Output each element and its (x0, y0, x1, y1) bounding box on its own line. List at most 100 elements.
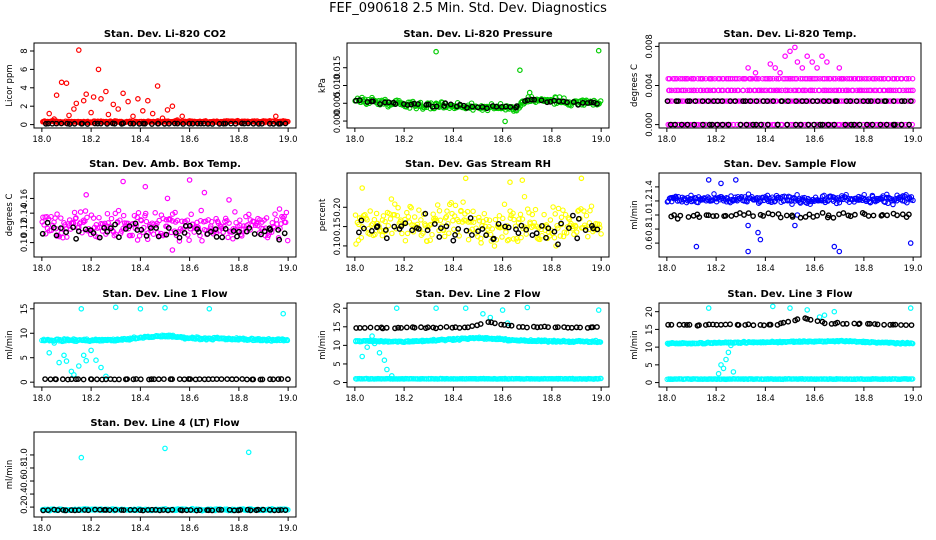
data-point (507, 179, 513, 186)
data-point (206, 305, 213, 312)
data-point (585, 233, 591, 240)
data-point (684, 121, 691, 128)
data-point (836, 65, 843, 71)
x-tick-label: 18.4 (756, 264, 775, 274)
y-tick-label: 0.16 (20, 189, 30, 208)
data-point (518, 222, 525, 229)
data-point (803, 98, 810, 105)
data-point (465, 236, 472, 243)
data-point (275, 507, 282, 514)
data-point (95, 66, 102, 73)
data-point (887, 321, 894, 328)
data-point (352, 212, 359, 218)
data-point (502, 118, 508, 125)
data-point (903, 75, 910, 82)
data-point (806, 98, 813, 104)
data-point (402, 237, 409, 244)
data-point (152, 210, 158, 216)
data-point (118, 228, 125, 234)
data-point (530, 223, 537, 229)
data-point (443, 323, 450, 330)
plot-area (352, 175, 604, 249)
data-point (377, 101, 383, 107)
data-point (715, 370, 722, 377)
data-point (573, 324, 580, 331)
data-point (433, 103, 440, 110)
data-point (505, 322, 512, 329)
data-point (236, 228, 242, 235)
data-point (842, 194, 849, 201)
data-point (261, 228, 268, 235)
data-point (197, 218, 204, 224)
data-point (908, 87, 914, 94)
data-point (132, 220, 139, 227)
data-point (120, 212, 127, 219)
data-point (670, 75, 676, 82)
data-point (462, 175, 469, 182)
data-point (814, 212, 820, 219)
data-point (251, 231, 258, 237)
data-point (104, 210, 111, 217)
chart-title: Stan. Dev. Li-820 Temp. (723, 29, 856, 40)
y-axis-label: degrees C (5, 194, 15, 237)
data-point (874, 321, 881, 328)
data-point (700, 121, 706, 128)
data-point (267, 226, 274, 233)
y-axis-label: degrees C (630, 64, 640, 107)
data-point (379, 232, 386, 239)
y-tick-label: 0 (20, 379, 30, 384)
y-tick-label: 0 (333, 380, 343, 385)
data-point (160, 376, 167, 382)
data-point (108, 225, 114, 232)
data-point (272, 211, 278, 217)
x-tick-label: 18.4 (444, 264, 463, 274)
data-point (367, 208, 373, 214)
data-point (155, 120, 162, 127)
data-point (53, 376, 59, 383)
data-point (169, 506, 176, 513)
data-point (718, 321, 724, 328)
data-point (705, 87, 711, 94)
data-point (425, 101, 432, 108)
data-point (374, 223, 381, 230)
y-axis-label: Licor ppm (5, 64, 15, 106)
data-point (424, 238, 430, 245)
data-point (725, 98, 731, 104)
data-point (545, 225, 552, 232)
data-point (451, 213, 458, 219)
data-point (371, 340, 378, 347)
data-point (814, 98, 821, 105)
data-point (433, 305, 439, 312)
data-point (891, 75, 898, 82)
x-tick-label: 18.8 (854, 135, 873, 145)
data-point (847, 98, 854, 105)
x-tick-label: 19.0 (279, 524, 298, 534)
data-point (809, 98, 816, 105)
data-point (247, 507, 254, 514)
data-point (680, 87, 687, 94)
data-point (112, 221, 119, 228)
data-point (275, 376, 282, 382)
x-tick-label: 19.0 (279, 264, 298, 274)
x-tick-label: 18.0 (345, 394, 364, 404)
data-point (794, 75, 800, 82)
data-point (880, 121, 887, 128)
data-point (702, 322, 709, 328)
data-point (61, 352, 67, 359)
data-point (462, 305, 469, 312)
data-point (163, 217, 170, 223)
data-point (43, 120, 49, 127)
data-point (105, 111, 112, 118)
data-point (75, 507, 82, 513)
data-point (80, 97, 87, 104)
data-point (84, 121, 91, 127)
data-point (46, 349, 53, 356)
data-point (356, 97, 363, 104)
data-point (691, 75, 697, 82)
data-point (381, 357, 388, 364)
data-point (831, 308, 838, 315)
data-point (910, 87, 916, 94)
data-point (405, 214, 412, 220)
data-point (126, 223, 133, 230)
x-tick-label: 18.8 (229, 524, 248, 534)
